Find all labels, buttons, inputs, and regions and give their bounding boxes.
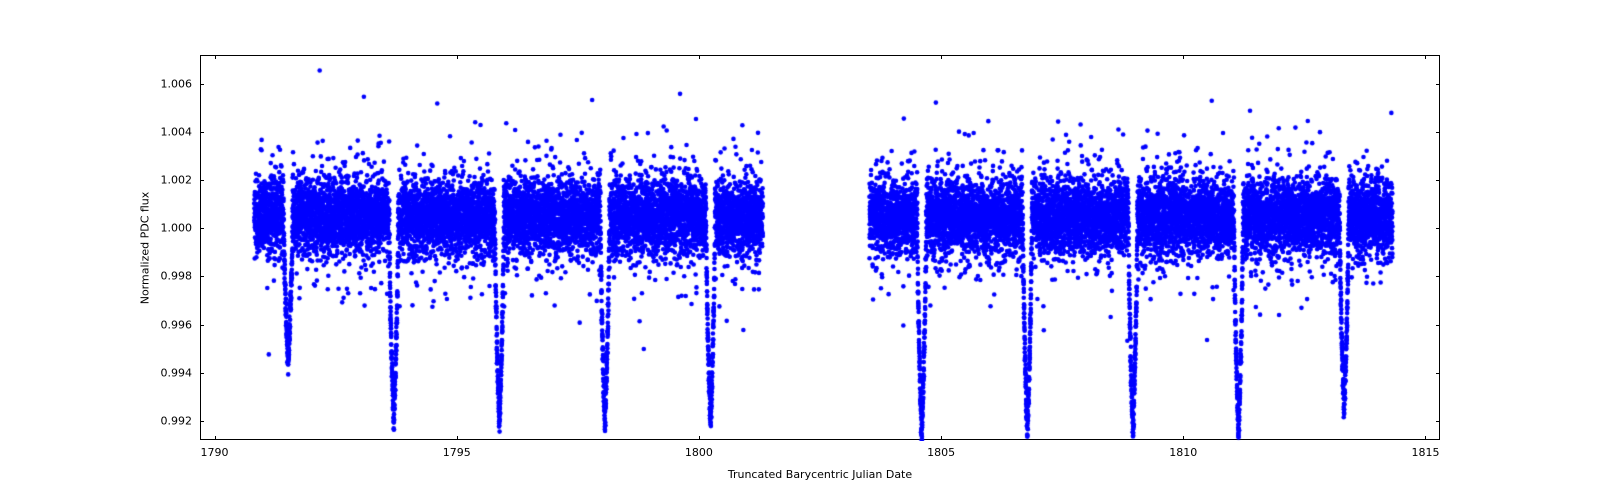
y-tick-mark [200,132,204,133]
x-tick-mark [215,436,216,440]
x-tick-mark [699,55,700,59]
x-tick-mark [215,55,216,59]
x-tick-mark [457,55,458,59]
y-tick-label: 1.006 [161,77,193,90]
y-tick-mark [200,373,204,374]
x-tick-mark [1183,55,1184,59]
y-tick-mark [200,276,204,277]
y-tick-label: 0.994 [161,366,193,379]
scatter-canvas [201,56,1441,441]
plot-axes [200,55,1440,440]
x-tick-mark [699,436,700,440]
x-tick-mark [457,436,458,440]
x-tick-label: 1815 [1411,446,1439,459]
y-tick-label: 1.000 [161,222,193,235]
y-tick-mark [1436,132,1440,133]
y-tick-mark [1436,84,1440,85]
x-tick-label: 1805 [927,446,955,459]
y-tick-mark [200,180,204,181]
y-tick-mark [1436,373,1440,374]
x-tick-mark [1425,436,1426,440]
figure: 1790 1795 1800 1805 1810 1815 0.992 0.994 0.996 0… [0,0,1600,500]
x-tick-mark [941,436,942,440]
y-tick-mark [1436,276,1440,277]
y-tick-mark [200,325,204,326]
y-tick-mark [200,228,204,229]
x-tick-mark [1425,55,1426,59]
x-tick-label: 1795 [443,446,471,459]
y-tick-label: 0.998 [161,270,193,283]
x-tick-label: 1790 [201,446,229,459]
y-tick-mark [1436,180,1440,181]
y-tick-label: 0.996 [161,318,193,331]
y-tick-label: 1.002 [161,174,193,187]
y-tick-label: 1.004 [161,126,193,139]
x-axis-label: Truncated Barycentric Julian Date [728,468,912,481]
x-tick-label: 1800 [685,446,713,459]
y-tick-mark [1436,421,1440,422]
y-axis-label: Normalized PDC flux [139,191,152,304]
y-tick-mark [1436,325,1440,326]
x-tick-label: 1810 [1169,446,1197,459]
y-tick-mark [200,421,204,422]
x-tick-mark [1183,436,1184,440]
x-tick-mark [941,55,942,59]
y-tick-label: 0.992 [161,414,193,427]
y-tick-mark [200,84,204,85]
y-tick-mark [1436,228,1440,229]
